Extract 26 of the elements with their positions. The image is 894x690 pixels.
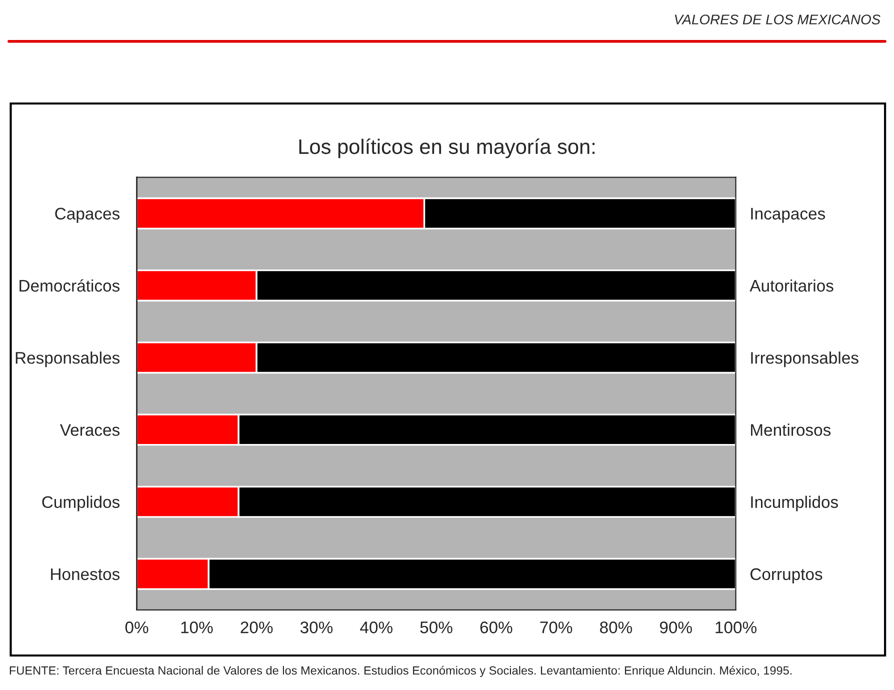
x-tick-label: 70% — [540, 622, 572, 634]
x-tick-label: 50% — [420, 622, 452, 634]
x-tick-label: 60% — [480, 622, 512, 634]
x-tick-label: 30% — [300, 622, 333, 634]
x-tick-label: 0% — [125, 622, 148, 634]
x-tick-label: 80% — [600, 622, 632, 634]
y-tick-label: Capaces — [55, 208, 120, 223]
source-note: FUENTE: Tercera Encuesta Nacional de Valores de los Mexicanos. Estudios Económicos y Sociales. Levantamiento: Enrique Alduncin. México, 1995. — [10, 666, 792, 677]
x-tick-label: 100% — [716, 622, 756, 634]
y2-tick-label: Mentirosos — [751, 424, 831, 436]
y2-tick-label: Corruptos — [750, 568, 822, 584]
y2-tick-label: Incumplidos — [751, 496, 838, 512]
y-tick-label: Responsables — [16, 352, 120, 368]
x-tick-label: 40% — [360, 622, 392, 634]
text: VALORES DE LOS MEXICANOS — [674, 14, 880, 24]
y-tick-label: Cumplidos — [42, 496, 120, 512]
y2-tick-label: Incapaces — [751, 208, 826, 223]
y2-tick-label: Autoritarios — [750, 279, 834, 292]
chart-title: Los políticos en su mayoría son: — [299, 138, 594, 158]
y2-tick-label: Irresponsables — [751, 352, 858, 368]
x-tick-label: 90% — [660, 622, 692, 634]
x-tick-label: 10% — [181, 622, 213, 634]
y-tick-label: Honestos — [51, 568, 120, 580]
y-tick-label: Democráticos — [20, 279, 120, 292]
y-tick-label: Veraces — [60, 424, 120, 436]
x-tick-label: 20% — [240, 622, 273, 634]
